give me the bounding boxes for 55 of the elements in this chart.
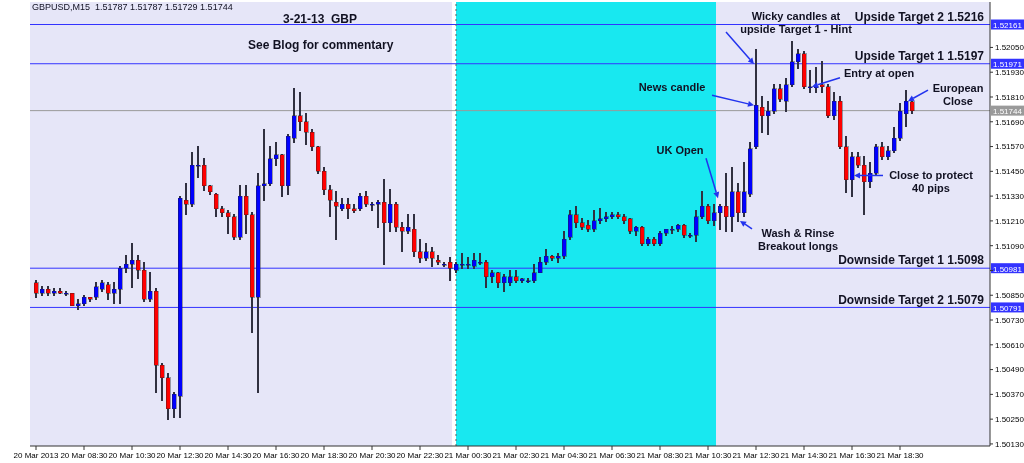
y-tick-label: 1.50250 bbox=[995, 414, 1024, 424]
x-tick-label: 20 Mar 18:30 bbox=[300, 450, 349, 460]
annotation: Upside Target 1 1.5197 bbox=[854, 48, 985, 63]
annotation: UK Open bbox=[656, 144, 704, 157]
annotation: Entry at open bbox=[844, 66, 915, 79]
y-tick-label: 1.51930 bbox=[995, 68, 1024, 78]
ref-line-label: 1.50791 bbox=[993, 303, 1023, 313]
annotation: Downside Target 2 1.5079 bbox=[838, 292, 985, 307]
y-tick-label: 1.50370 bbox=[995, 390, 1024, 400]
y-tick-label: 1.50130 bbox=[995, 439, 1024, 449]
x-tick-label: 21 Mar 08:30 bbox=[636, 450, 685, 460]
x-tick-label: 20 Mar 22:30 bbox=[396, 450, 445, 460]
x-tick-label: 21 Mar 00:30 bbox=[444, 450, 493, 460]
x-tick-label: 20 Mar 16:30 bbox=[252, 450, 301, 460]
ref-line-label: 1.50981 bbox=[993, 264, 1023, 274]
y-tick-label: 1.51090 bbox=[995, 241, 1024, 251]
x-tick-label: 21 Mar 04:30 bbox=[540, 450, 589, 460]
x-tick-label: 21 Mar 10:30 bbox=[684, 450, 733, 460]
annotation: News candle bbox=[638, 81, 706, 94]
y-tick-label: 1.51330 bbox=[995, 191, 1024, 201]
ref-line-label: 1.51971 bbox=[993, 60, 1023, 70]
x-tick-label: 21 Mar 14:30 bbox=[780, 450, 829, 460]
x-tick-label: 20 Mar 12:30 bbox=[156, 450, 205, 460]
annotation: Upside Target 2 1.5216 bbox=[854, 9, 985, 24]
y-tick-label: 1.50490 bbox=[995, 365, 1024, 375]
y-tick-label: 1.52050 bbox=[995, 43, 1024, 53]
candlestick bbox=[435, 255, 441, 265]
annotation: Downside Target 1 1.5098 bbox=[838, 253, 985, 268]
x-tick-label: 20 Mar 10:30 bbox=[108, 450, 157, 460]
y-tick-label: 1.51690 bbox=[995, 117, 1024, 127]
x-tick-label: 20 Mar 08:30 bbox=[60, 450, 109, 460]
annotation: GBPUSD,M15 1.51787 1.51787 1.51729 1.51744 bbox=[32, 2, 233, 12]
annotation: Close to protect 40 pips bbox=[889, 169, 974, 195]
ref-line-label: 1.52161 bbox=[993, 21, 1023, 31]
x-tick-label: 21 Mar 16:30 bbox=[828, 450, 877, 460]
annotation: See Blog for commentary bbox=[248, 38, 394, 52]
y-tick-label: 1.51450 bbox=[995, 167, 1024, 177]
ref-line-label: 1.51744 bbox=[993, 107, 1023, 117]
annotation: European Close bbox=[932, 82, 984, 108]
x-tick-label: 21 Mar 12:30 bbox=[732, 450, 781, 460]
x-tick-label: 21 Mar 02:30 bbox=[492, 450, 541, 460]
x-tick-label: 20 Mar 14:30 bbox=[204, 450, 253, 460]
text: 3-21-13 GBP bbox=[281, 12, 358, 26]
annotation: Wash & Rinse Breakout longs bbox=[757, 226, 839, 252]
annotation: Wicky candles at upside Target 1 - Hint bbox=[740, 9, 853, 35]
x-tick-label: 21 Mar 18:30 bbox=[876, 450, 925, 460]
y-tick-label: 1.50610 bbox=[995, 340, 1024, 350]
y-tick-label: 1.51810 bbox=[995, 92, 1024, 102]
y-tick-label: 1.50730 bbox=[995, 315, 1024, 325]
x-tick-label: 21 Mar 06:30 bbox=[588, 450, 637, 460]
x-tick-label: 20 Mar 20:30 bbox=[348, 450, 397, 460]
x-tick-label: 20 Mar 2013 bbox=[13, 450, 60, 460]
y-tick-label: 1.51210 bbox=[995, 216, 1024, 226]
y-tick-label: 1.50850 bbox=[995, 291, 1024, 301]
y-tick-label: 1.51570 bbox=[995, 142, 1024, 152]
